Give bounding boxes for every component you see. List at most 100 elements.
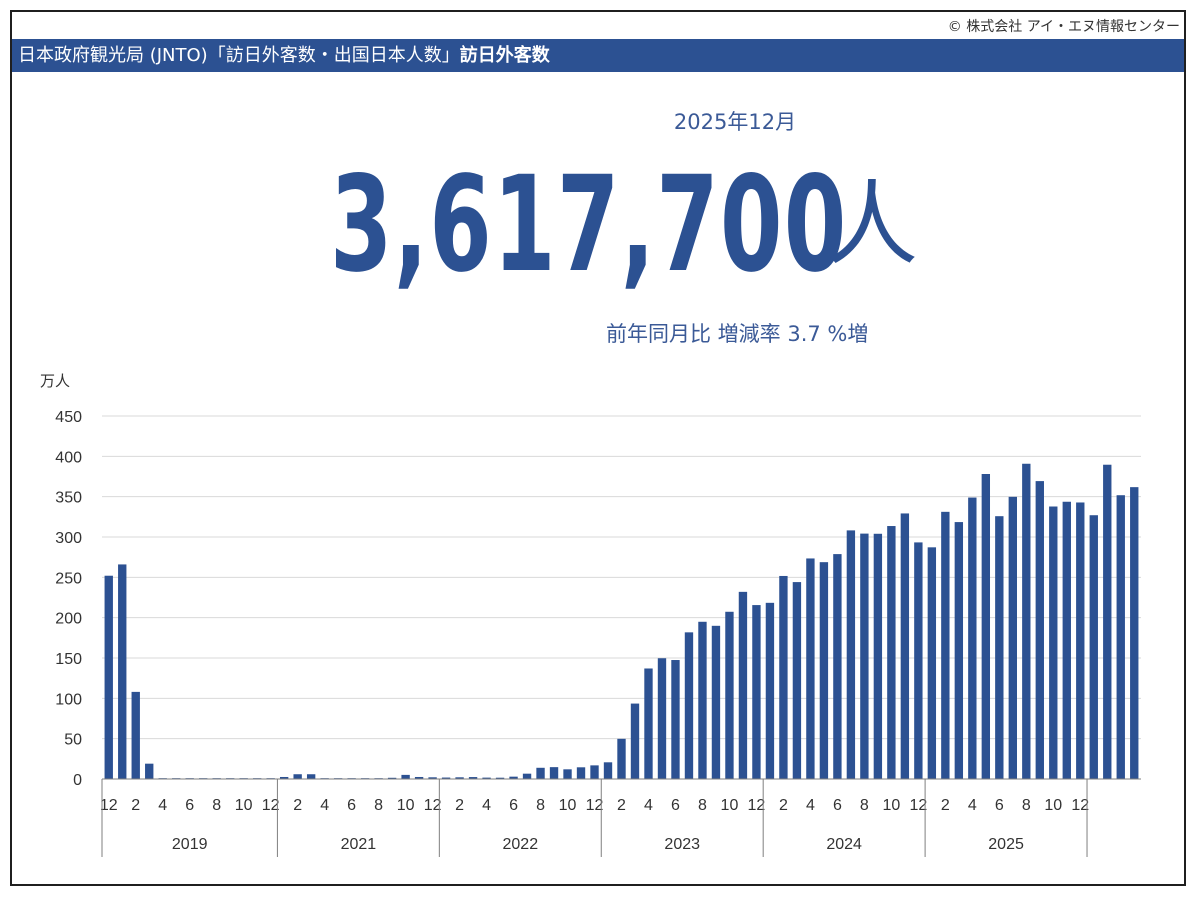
x-tick-label: 12 [1071, 797, 1089, 814]
bar [279, 776, 289, 779]
bar [1076, 502, 1085, 779]
year-label: 2022 [503, 836, 539, 853]
y-tick-label: 250 [55, 570, 82, 587]
bar [806, 558, 815, 779]
bar [968, 497, 977, 779]
bar [873, 533, 883, 779]
x-tick-label: 2 [779, 797, 788, 814]
year-label: 2019 [172, 836, 208, 853]
bar [630, 703, 640, 779]
year-label: 2024 [826, 836, 862, 853]
title-prefix: 日本政府観光局 (JNTO)「訪日外客数・出国日本人数」 [18, 45, 460, 66]
x-tick-label: 12 [748, 797, 766, 814]
x-tick-label: 12 [262, 797, 280, 814]
bar [603, 762, 613, 779]
bar [927, 547, 937, 779]
x-tick-label: 10 [1044, 797, 1062, 814]
bar [131, 691, 140, 779]
bar [914, 542, 923, 779]
y-tick-label: 100 [55, 691, 82, 708]
y-axis-unit-label: 万人 [40, 372, 71, 390]
bar [765, 602, 775, 779]
bar [468, 777, 478, 779]
y-tick-label: 50 [64, 732, 82, 749]
x-tick-label: 4 [968, 797, 977, 814]
y-tick-label: 200 [55, 611, 82, 628]
bar [887, 526, 896, 779]
bar [495, 777, 505, 779]
bar [617, 738, 626, 779]
bar [671, 660, 680, 779]
bar [428, 777, 437, 779]
x-tick-label: 12 [586, 797, 604, 814]
x-tick-label: 10 [559, 797, 577, 814]
bar [698, 621, 707, 779]
y-tick-label: 300 [55, 530, 82, 547]
bar [981, 473, 991, 779]
y-tick-label: 350 [55, 490, 82, 507]
bar [293, 774, 302, 779]
x-tick-label: 8 [698, 797, 707, 814]
bar [954, 522, 964, 779]
bar [1116, 495, 1125, 779]
x-tick-label: 2 [131, 797, 140, 814]
x-tick-label: 12 [909, 797, 927, 814]
x-tick-label: 4 [320, 797, 329, 814]
bar [657, 658, 667, 779]
year-label: 2023 [664, 836, 700, 853]
bar [145, 763, 154, 779]
bar [819, 562, 829, 779]
x-tick-label: 6 [671, 797, 680, 814]
x-tick-label: 4 [158, 797, 167, 814]
x-tick-label: 2 [617, 797, 626, 814]
bar [104, 575, 113, 779]
x-tick-label: 12 [424, 797, 442, 814]
bar [1062, 501, 1071, 779]
bar [684, 632, 694, 779]
bar [900, 513, 910, 779]
bar [522, 773, 532, 779]
bar [576, 767, 586, 779]
y-tick-label: 450 [55, 409, 82, 426]
bar [1008, 496, 1017, 779]
bar [118, 564, 127, 779]
x-tick-label: 4 [644, 797, 653, 814]
title-bar: 日本政府観光局 (JNTO)「訪日外客数・出国日本人数」訪日外客数 [12, 39, 1184, 72]
x-tick-label: 10 [882, 797, 900, 814]
bar [860, 533, 869, 779]
bar [1089, 515, 1098, 779]
bar [414, 776, 424, 779]
bar [455, 777, 464, 779]
x-tick-label: 2 [941, 797, 950, 814]
bar [1103, 464, 1112, 779]
bar [441, 777, 451, 779]
x-tick-label: 8 [860, 797, 869, 814]
bar [711, 625, 721, 779]
x-tick-label: 4 [482, 797, 491, 814]
bar [779, 575, 788, 779]
year-label: 2021 [341, 836, 377, 853]
x-tick-label: 8 [536, 797, 545, 814]
x-tick-label: 6 [509, 797, 518, 814]
bar [725, 611, 734, 779]
x-tick-label: 6 [833, 797, 842, 814]
x-tick-label: 8 [374, 797, 383, 814]
bar [752, 605, 761, 779]
x-tick-label: 10 [721, 797, 739, 814]
x-tick-label: 8 [212, 797, 221, 814]
y-tick-label: 150 [55, 651, 82, 668]
period-label: 2025年12月 [673, 110, 797, 134]
bar [549, 767, 559, 779]
x-tick-label: 10 [397, 797, 415, 814]
bar [1130, 487, 1139, 779]
bar [306, 774, 316, 779]
headline-unit: 人 [826, 171, 919, 278]
bar [738, 591, 748, 779]
bar [509, 776, 518, 779]
x-tick-label: 12 [100, 797, 118, 814]
bar [941, 511, 950, 779]
x-tick-label: 6 [185, 797, 194, 814]
x-tick-label: 2 [293, 797, 302, 814]
headline-value: 3,617,700 [330, 148, 848, 302]
